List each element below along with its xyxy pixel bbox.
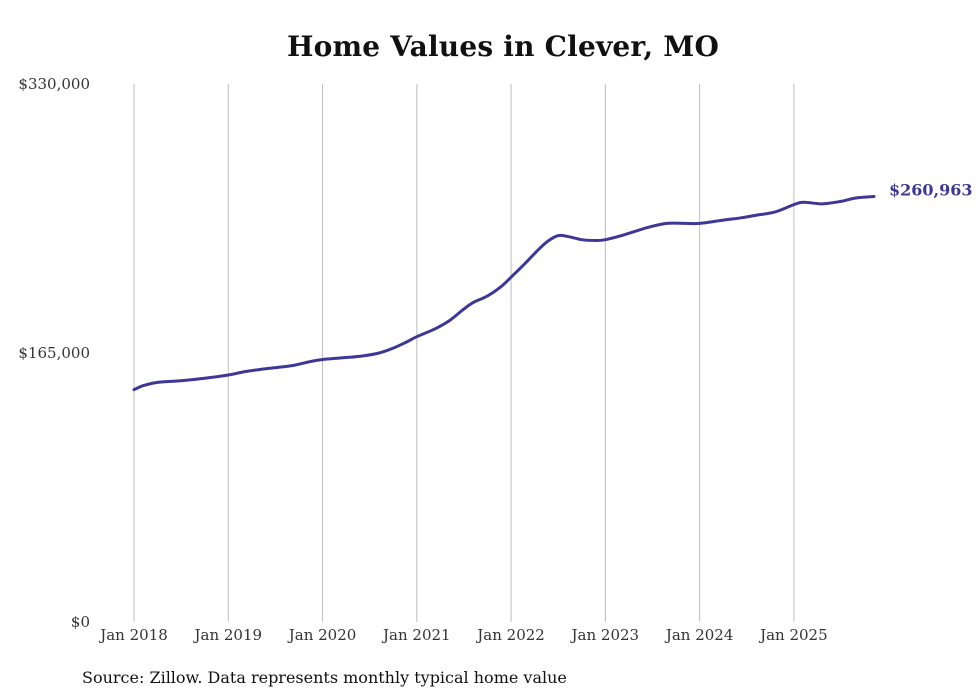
x-tick-label: Jan 2021 [381,626,451,644]
x-tick-label: Jan 2022 [475,626,545,644]
series-line [132,195,876,392]
x-tick-label: Jan 2020 [287,626,357,644]
end-value-label: $260,963 [889,181,973,200]
y-tick-label: $0 [71,613,90,631]
x-tick-label: Jan 2018 [98,626,168,644]
y-tick-label: $165,000 [18,344,90,362]
y-axis-ticks: $0 $165,000 $330,000 [18,75,90,631]
y-tick-label: $330,000 [18,75,90,93]
chart-title: Home Values in Clever, MO [286,30,720,63]
x-tick-label: Jan 2023 [570,626,640,644]
x-tick-label: Jan 2024 [664,626,734,644]
source-note: Source: Zillow. Data represents monthly … [82,668,567,687]
x-tick-label: Jan 2025 [758,626,828,644]
x-tick-label: Jan 2019 [192,626,262,644]
gridlines [133,84,795,622]
series-lines [132,195,876,392]
annotations: $260,963 [889,181,973,200]
x-axis-ticks: Jan 2018 Jan 2019 Jan 2020 Jan 2021 Jan 2022… [98,626,827,644]
